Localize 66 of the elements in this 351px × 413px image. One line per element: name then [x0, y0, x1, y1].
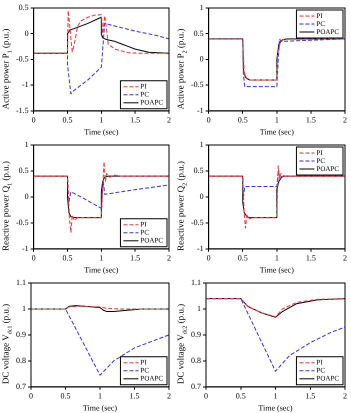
x-axis-title: Time (sec) — [260, 265, 294, 274]
x-tick-label: 2 — [167, 254, 171, 263]
x-tick-label: 1.5 — [130, 116, 140, 125]
y-tick-label: 1 — [22, 304, 26, 314]
x-tick-label: 0 — [206, 254, 211, 263]
y-tick-label: 0.9 — [191, 330, 201, 339]
y-tick-label: 1 — [24, 140, 29, 150]
x-tick-label: 0.5 — [238, 116, 248, 125]
x-tick-label: 1 — [274, 116, 279, 125]
x-tick-label: 1.5 — [130, 254, 140, 263]
y-tick-label: -1 — [196, 106, 204, 115]
x-axis-title: Time (sec) — [84, 265, 119, 274]
x-tick-label: 2 — [343, 254, 347, 263]
y-tick-label: -1 — [196, 244, 204, 253]
x-tick-label: 1 — [274, 254, 279, 263]
x-tick-label: 0 — [32, 116, 36, 125]
x-tick-label: 0.5 — [60, 392, 70, 401]
x-axis-title: Time (sec) — [258, 403, 293, 412]
y-tick-label: 1 — [200, 140, 204, 150]
y-tick-label: 0.8 — [191, 356, 201, 365]
x-tick-label: 1 — [99, 116, 104, 125]
y-tick-label: -0.5 — [16, 54, 29, 64]
y-tick-label: 1.1 — [16, 278, 26, 288]
line-series — [34, 161, 169, 233]
y-tick-label: 1.1 — [191, 278, 201, 288]
x-tick-label: 0.5 — [238, 254, 248, 263]
y-tick-label: 0 — [200, 54, 204, 64]
x-axis-title: Time (sec) — [260, 127, 294, 136]
y-tick-label: 0.7 — [16, 382, 26, 391]
y-tick-label: 0 — [24, 28, 29, 38]
y-tick-label: -1 — [22, 244, 29, 253]
line-series — [208, 165, 345, 229]
x-tick-label: 0.5 — [62, 116, 72, 125]
x-tick-label: 2 — [167, 116, 171, 125]
x-tick-label: 2 — [167, 392, 171, 401]
y-tick-label: -1.5 — [16, 106, 29, 115]
y-tick-label: -1 — [22, 80, 29, 90]
x-tick-label: 1.5 — [306, 116, 316, 125]
y-tick-label: 0.5 — [18, 3, 29, 12]
y-tick-label: 0.5 — [18, 166, 29, 176]
x-axis-title: Time (sec) — [82, 403, 118, 412]
x-tick-label: 1.5 — [130, 392, 140, 401]
y-tick-label: -0.5 — [16, 218, 29, 227]
y-tick-label: 0.5 — [194, 166, 204, 176]
x-axis-title: Time (sec) — [84, 127, 119, 136]
x-tick-label: 2 — [343, 392, 347, 401]
x-tick-label: 0 — [32, 254, 36, 263]
x-tick-label: 1 — [99, 254, 104, 263]
x-tick-label: 0 — [206, 116, 211, 125]
y-tick-label: 0 — [200, 192, 204, 201]
y-tick-label: -0.5 — [190, 80, 204, 90]
y-tick-label: -0.5 — [190, 218, 204, 227]
y-tick-label: 0 — [24, 192, 29, 201]
y-tick-label: 0.7 — [191, 382, 201, 391]
y-tick-label: 0.8 — [16, 356, 26, 365]
x-tick-label: 0.5 — [236, 392, 246, 401]
y-tick-label: 1 — [200, 3, 204, 12]
y-tick-label: 1 — [197, 304, 201, 314]
x-tick-label: 2 — [343, 116, 347, 125]
x-tick-label: 1 — [274, 392, 278, 401]
x-tick-label: 1.5 — [306, 254, 316, 263]
x-tick-label: 1.5 — [305, 392, 316, 401]
x-tick-label: 0.5 — [62, 254, 72, 263]
y-tick-label: 0.5 — [194, 28, 204, 38]
y-tick-label: 0.9 — [16, 330, 26, 339]
x-tick-label: 1 — [98, 392, 102, 401]
